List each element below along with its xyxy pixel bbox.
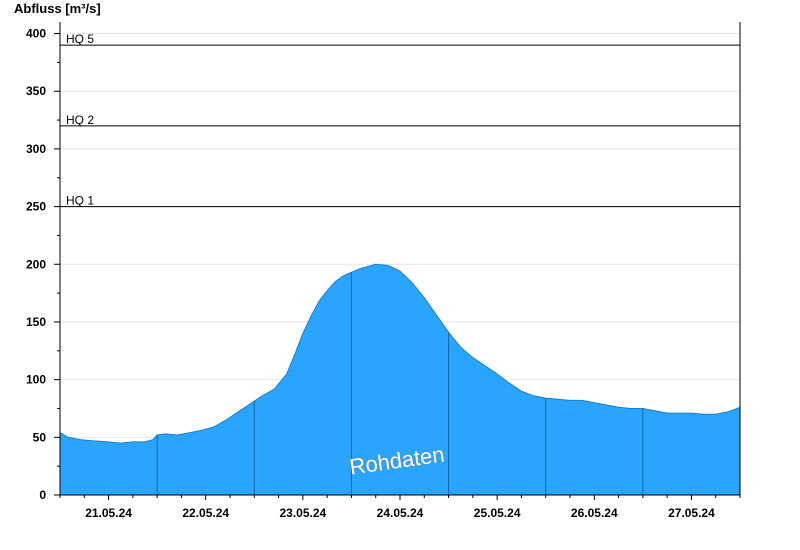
y-tick-label-0: 0: [39, 488, 46, 502]
reference-label-hq1: HQ 1: [66, 194, 94, 208]
x-tick-label-0: 21.05.24: [85, 506, 132, 520]
reference-label-hq2: HQ 2: [66, 113, 94, 127]
y-tick-label-300: 300: [26, 142, 46, 156]
x-ticks: 21.05.24 22.05.24 23.05.24 24.05.24 25.05.24…: [59, 495, 741, 520]
y-axis-label: Abfluss [m³/s]: [14, 1, 101, 16]
x-tick-label-1: 22.05.24: [182, 506, 229, 520]
y-ticks: 0 50 100 150 200 250 300 350 400: [26, 27, 60, 502]
x-tick-label-5: 26.05.24: [571, 506, 618, 520]
reference-label-hq5: HQ 5: [66, 32, 94, 46]
y-tick-label-250: 250: [26, 200, 46, 214]
y-tick-label-150: 150: [26, 315, 46, 329]
x-tick-label-4: 25.05.24: [474, 506, 521, 520]
x-tick-label-2: 23.05.24: [279, 506, 326, 520]
y-tick-label-400: 400: [26, 27, 46, 41]
y-tick-label-350: 350: [26, 84, 46, 98]
day-separators: [156, 272, 644, 495]
x-tick-label-6: 27.05.24: [668, 506, 715, 520]
y-tick-label-50: 50: [33, 430, 47, 444]
y-tick-label-100: 100: [26, 373, 46, 387]
y-tick-label-200: 200: [26, 257, 46, 271]
reference-lines: HQ 1 HQ 2 HQ 5: [60, 32, 740, 208]
discharge-area-fill: [60, 264, 740, 495]
x-tick-label-3: 24.05.24: [377, 506, 424, 520]
